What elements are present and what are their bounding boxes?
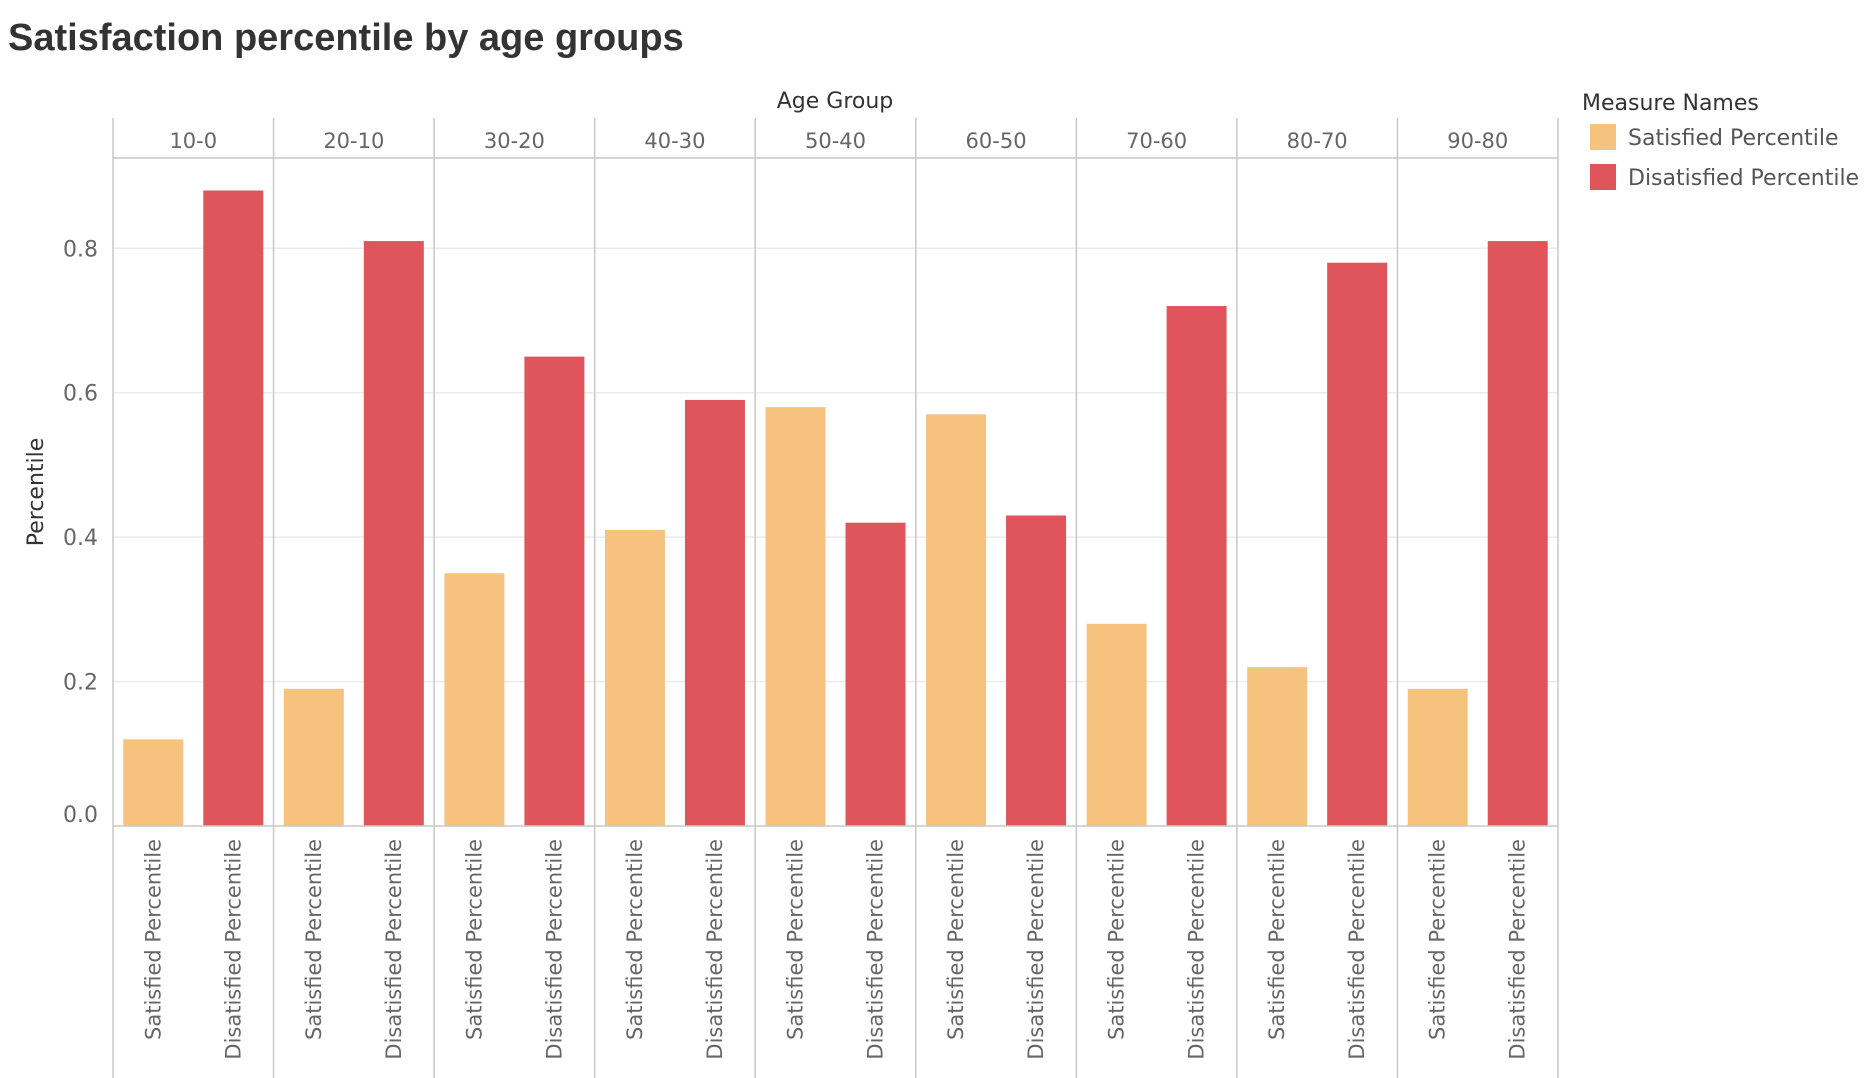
x-category-label: Disatisfied Percentile [703, 839, 727, 1060]
x-category-label: Satisfied Percentile [141, 839, 165, 1040]
legend-entry: Disatisfied Percentile [1628, 166, 1859, 191]
x-category-label: Satisfied Percentile [462, 839, 486, 1040]
x-category-label: Satisfied Percentile [623, 839, 647, 1040]
x-axis-categories: Satisfied Percentile Disatisfied Percenti… [141, 839, 1529, 1060]
bar [684, 399, 745, 826]
bar [926, 414, 987, 826]
bar [524, 356, 585, 826]
x-category-label: Satisfied Percentile [1105, 839, 1129, 1040]
bar [123, 739, 184, 826]
y-axis: 0.0 0.2 0.4 0.6 0.8 [63, 237, 98, 828]
panel-frames [112, 118, 1559, 1078]
bar [1166, 306, 1227, 827]
age-group-label: 10-0 [169, 129, 217, 153]
x-category-label: Satisfied Percentile [1426, 839, 1450, 1040]
y-tick-label: 0.2 [63, 671, 98, 696]
bar [444, 573, 505, 826]
age-group-label: 90-80 [1447, 129, 1508, 153]
bar [283, 688, 344, 826]
age-group-label: 30-20 [484, 129, 545, 153]
bar [363, 241, 424, 826]
bar [1086, 623, 1147, 826]
x-category-label: Disatisfied Percentile [542, 839, 566, 1060]
x-category-label: Disatisfied Percentile [1506, 839, 1530, 1060]
x-category-label: Satisfied Percentile [302, 839, 326, 1040]
y-axis-label: Percentile [24, 438, 49, 547]
bar [845, 522, 906, 826]
legend-swatch [1590, 124, 1616, 150]
x-category-label: Disatisfied Percentile [382, 839, 406, 1060]
x-category-label: Satisfied Percentile [784, 839, 808, 1040]
x-category-label: Disatisfied Percentile [1024, 839, 1048, 1060]
legend: Measure Names Satisfied Percentile Disati… [1582, 91, 1859, 191]
bar [1247, 667, 1308, 826]
bars [123, 190, 1548, 827]
bar [1407, 688, 1468, 826]
bar [1327, 262, 1388, 826]
x-category-label: Disatisfied Percentile [1185, 839, 1209, 1060]
legend-title: Measure Names [1582, 91, 1759, 116]
column-header: Age Group [777, 89, 894, 114]
legend-entry: Satisfied Percentile [1628, 126, 1839, 151]
chart-title: Satisfaction percentile by age groups [8, 17, 684, 59]
age-group-label: 70-60 [1126, 129, 1187, 153]
bar [1487, 241, 1548, 826]
x-category-label: Disatisfied Percentile [864, 839, 888, 1060]
y-tick-label: 0.6 [63, 382, 98, 407]
age-group-label: 80-70 [1287, 129, 1348, 153]
bar [203, 190, 264, 826]
bar [765, 407, 826, 826]
age-group-label: 40-30 [644, 129, 705, 153]
x-category-label: Disatisfied Percentile [1345, 839, 1369, 1060]
y-tick-label: 0.4 [63, 526, 98, 551]
x-category-label: Satisfied Percentile [944, 839, 968, 1040]
x-category-label: Disatisfied Percentile [221, 839, 245, 1060]
bar [604, 529, 665, 826]
y-tick-label: 0.8 [63, 237, 98, 262]
bar [1006, 515, 1067, 826]
gridlines [113, 247, 1558, 683]
legend-swatch [1590, 164, 1616, 190]
age-group-label: 50-40 [805, 129, 866, 153]
x-category-label: Satisfied Percentile [1265, 839, 1289, 1040]
y-tick-label: 0.0 [63, 803, 98, 828]
age-group-headers: 10-0 20-10 30-20 40-30 50-40 60-50 70-60 80-70 9… [169, 129, 1508, 153]
age-group-label: 20-10 [323, 129, 384, 153]
age-group-label: 60-50 [966, 129, 1027, 153]
